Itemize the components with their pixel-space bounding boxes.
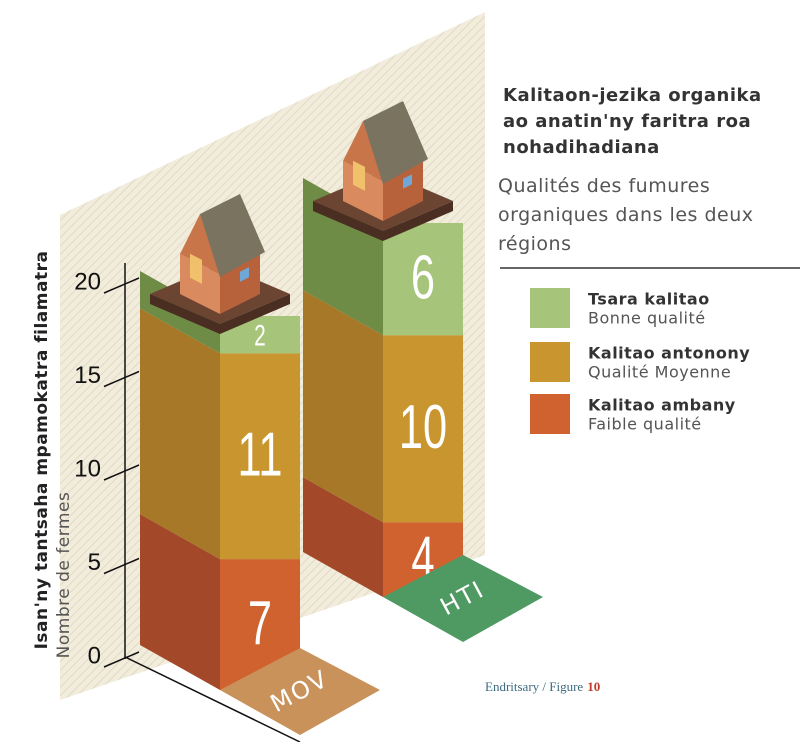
legend-label-fr: Faible qualité bbox=[588, 415, 702, 434]
chart: 0 5 10 15 20 Isan'ny tantsaha mpamokatra fila… bbox=[0, 0, 805, 742]
legend-label: Kalitao antonony bbox=[588, 344, 750, 363]
y-tick-label: 0 bbox=[88, 642, 101, 669]
legend-label: Kalitao ambany bbox=[588, 396, 736, 415]
figure-number: 10 bbox=[587, 679, 600, 694]
y-tick-label: 5 bbox=[88, 549, 101, 576]
y-axis-label: Isan'ny tantsaha mpamokatra filamatra bbox=[32, 251, 52, 650]
y-tick-label: 20 bbox=[74, 268, 101, 295]
source-label: Endritsary / Figure bbox=[485, 679, 583, 694]
legend-label-fr: Qualité Moyenne bbox=[588, 363, 731, 382]
legend-swatch bbox=[530, 342, 570, 382]
data-label: 7 bbox=[248, 589, 272, 657]
y-axis-label-fr: Nombre de fermes bbox=[54, 492, 74, 659]
legend-label: Tsara kalitao bbox=[588, 290, 710, 309]
data-label: 11 bbox=[237, 421, 282, 489]
y-tick-label: 10 bbox=[74, 455, 101, 482]
data-label: 2 bbox=[254, 320, 266, 352]
legend-label-fr: Bonne qualité bbox=[588, 309, 706, 328]
y-tick-label: 15 bbox=[74, 362, 101, 389]
data-label: 6 bbox=[411, 244, 435, 312]
legend-swatch bbox=[530, 288, 570, 328]
legend-swatch bbox=[530, 394, 570, 434]
source: Endritsary / Figure 10 bbox=[485, 679, 600, 694]
data-label: 10 bbox=[399, 394, 447, 462]
